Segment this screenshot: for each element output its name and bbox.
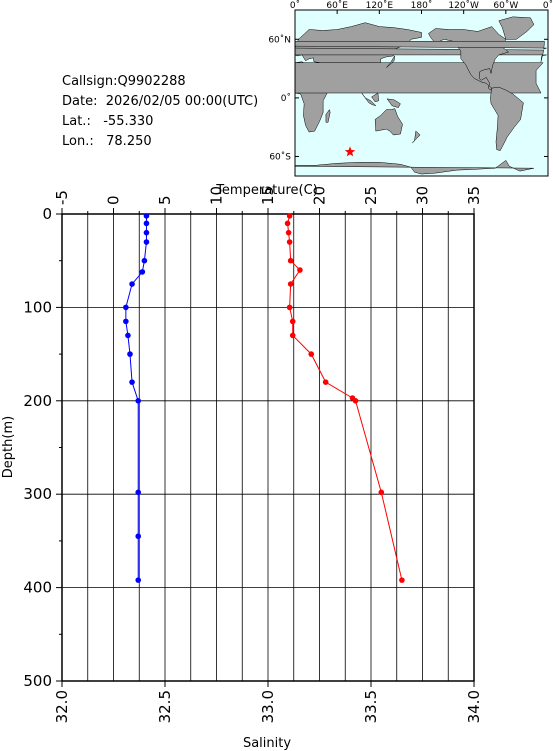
land-mass <box>490 86 524 151</box>
temperature-data-point <box>289 332 296 339</box>
land-mass <box>386 98 401 108</box>
temperature-tick-label: 15 <box>259 186 277 205</box>
date-row: Date: 2026/02/05 00:00(UTC) <box>62 92 258 112</box>
salinity-axis-title: Salinity <box>243 736 291 751</box>
map-labels: 0˚ 60˚E 120˚E 180˚ 120˚W 60˚W 0˚ 60˚N 0˚ 60˚S <box>268 0 553 162</box>
depth-tick-label: 400 <box>23 579 52 597</box>
callsign-row: Callsign:Q9902288 <box>62 72 258 92</box>
date-value: 2026/02/05 00:00(UTC) <box>105 94 259 109</box>
map-lat-label: 0˚ <box>281 93 291 104</box>
salinity-data-point <box>143 239 150 245</box>
temperature-tick-label: -5 <box>53 190 71 205</box>
salinity-tick-label: 32.0 <box>53 690 71 723</box>
map-land <box>294 16 547 176</box>
salinity-data-point <box>125 332 131 339</box>
temperature-tick-label: 20 <box>311 186 329 205</box>
temperature-data-point <box>297 267 303 273</box>
salinity-tick-label: 33.5 <box>362 690 380 723</box>
salinity-data-point <box>135 533 142 540</box>
salinity-data-point <box>129 379 135 385</box>
land-mass <box>386 55 396 68</box>
temperature-data-point <box>308 351 315 357</box>
temperature-data-point <box>399 577 405 583</box>
temperature-tick-label: 10 <box>208 186 226 205</box>
temperature-tick-label: 25 <box>362 186 380 205</box>
map-frame <box>294 9 549 177</box>
map-lon-label: 60˚E <box>326 0 348 11</box>
temperature-tick-label: 5 <box>156 195 174 205</box>
chart-grid <box>61 213 475 682</box>
map-lon-label: 120˚W <box>448 0 479 11</box>
salinity-tick-label: 33.0 <box>259 690 277 723</box>
salinity-data-point <box>139 269 146 275</box>
salinity-data-point <box>135 398 142 404</box>
temperature-tick-label: 30 <box>414 186 432 205</box>
land-mass <box>371 92 379 103</box>
map-lon-label: 0˚ <box>543 0 553 11</box>
lon-label: Lon.: <box>62 134 94 149</box>
lon-row: Lon.: 78.250 <box>62 132 258 152</box>
temperature-data-point <box>322 379 329 385</box>
lon-value: 78.250 <box>106 134 152 149</box>
temperature-data-point <box>287 281 294 287</box>
depth-tick-label: 500 <box>23 672 52 690</box>
temperature-data-point <box>289 318 296 325</box>
salinity-data-point <box>135 489 142 496</box>
land-mass <box>294 160 534 176</box>
salinity-tick-label: 32.5 <box>156 690 174 723</box>
map-lat-label: 60˚S <box>269 151 291 162</box>
depth-tick-label: 200 <box>23 392 52 410</box>
temperature-data-point <box>378 489 385 496</box>
salinity-data-point <box>129 281 135 287</box>
temperature-tick-label: 35 <box>465 186 483 205</box>
depth-tick-label: 300 <box>23 485 52 503</box>
chart-axes <box>56 208 475 687</box>
land-mass <box>412 130 421 143</box>
temperature-axis-title: Temperature(C) <box>215 183 318 198</box>
temperature-data-point <box>285 229 292 236</box>
lat-value: -55.330 <box>103 114 154 129</box>
salinity-data-point <box>143 213 150 219</box>
map-lat-label: 60˚N <box>268 34 291 45</box>
land-mass <box>361 92 377 107</box>
lat-row: Lat.: -55.330 <box>62 112 258 132</box>
map-lon-label: 120˚E <box>366 0 394 11</box>
depth-tick-label: 0 <box>42 205 52 223</box>
salinity-data-point <box>135 577 142 583</box>
temperature-tick-label: 0 <box>105 195 123 205</box>
temperature-profile-line <box>287 215 403 581</box>
map-lon-label: 60˚W <box>493 0 518 11</box>
depth-axis-title: Depth(m) <box>1 416 16 478</box>
salinity-data-point <box>123 304 129 311</box>
temperature-data-point <box>286 213 293 219</box>
chart-series <box>123 213 405 583</box>
land-mass <box>374 108 403 136</box>
map-lon-label: 0˚ <box>290 0 300 11</box>
temperature-data-point <box>287 257 294 264</box>
salinity-data-point <box>143 220 150 227</box>
salinity-tick-label: 34.0 <box>465 690 483 723</box>
float-info: Callsign:Q9902288 Date: 2026/02/05 00:00… <box>62 72 258 152</box>
temperature-data-point <box>286 304 293 311</box>
salinity-data-point <box>141 257 148 264</box>
callsign-label: Callsign: <box>62 74 118 89</box>
land-mass <box>498 16 535 40</box>
land-mass <box>325 109 331 123</box>
map-lon-label: 180˚ <box>411 0 433 11</box>
salinity-profile-line <box>125 215 147 581</box>
float-location-star-icon <box>344 146 356 157</box>
lat-label: Lat.: <box>62 114 91 129</box>
depth-tick-label: 100 <box>23 298 52 316</box>
temperature-data-point <box>352 398 359 404</box>
temperature-data-point <box>284 220 291 227</box>
salinity-data-point <box>143 229 150 236</box>
temperature-data-point <box>286 239 293 245</box>
salinity-data-point <box>123 318 129 325</box>
salinity-data-point <box>127 351 133 357</box>
callsign-value: Q9902288 <box>117 74 186 89</box>
date-label: Date: <box>62 94 98 109</box>
